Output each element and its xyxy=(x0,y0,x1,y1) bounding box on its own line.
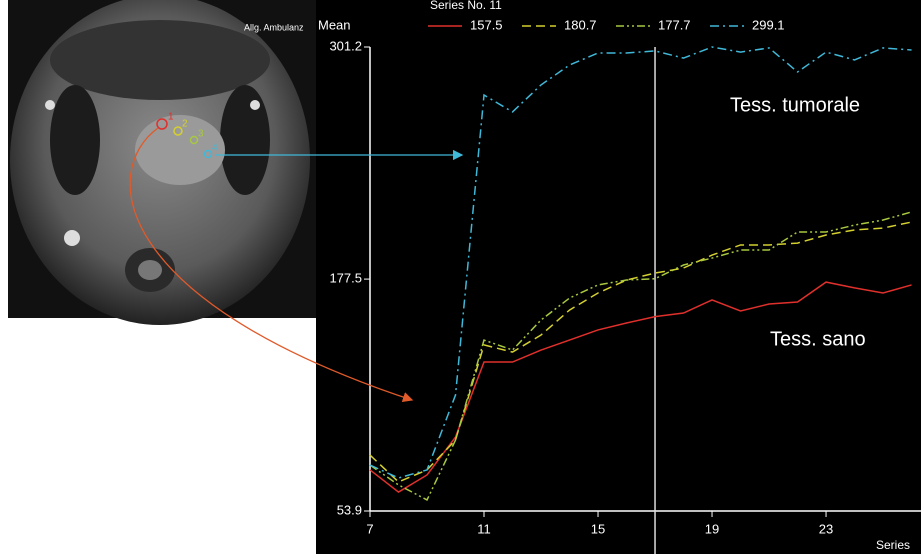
chart-header: Series No. 11 xyxy=(430,0,502,12)
x-tick-label: 15 xyxy=(591,521,605,536)
figure: 1 2 3 4 Allg. Ambulanz Series No. 11 Mea… xyxy=(0,0,921,554)
mri-image xyxy=(8,0,316,325)
y-tick-label: 177.5 xyxy=(329,271,362,286)
x-tick-label: 19 xyxy=(705,521,719,536)
x-axis-label: Series xyxy=(876,538,910,552)
legend-label: 177.7 xyxy=(658,17,691,32)
annotation: Tess. sano xyxy=(770,328,866,350)
x-tick-label: 7 xyxy=(366,521,373,536)
roi-label: 3 xyxy=(198,129,204,140)
chart-background xyxy=(316,0,921,554)
image-label: Allg. Ambulanz xyxy=(244,22,304,32)
roi-label: 2 xyxy=(182,119,188,130)
y-tick-label: 301.2 xyxy=(329,38,362,53)
x-tick-label: 11 xyxy=(477,521,491,536)
legend-label: 157.5 xyxy=(470,17,503,32)
x-tick-label: 23 xyxy=(819,521,833,536)
y-axis-label: Mean xyxy=(318,17,351,32)
legend-label: 299.1 xyxy=(752,17,785,32)
annotation: Tess. tumorale xyxy=(730,94,860,116)
legend-label: 180.7 xyxy=(564,17,597,32)
y-tick-label: 53.9 xyxy=(337,502,362,517)
roi-label: 4 xyxy=(212,143,218,154)
roi-label: 1 xyxy=(168,112,174,123)
